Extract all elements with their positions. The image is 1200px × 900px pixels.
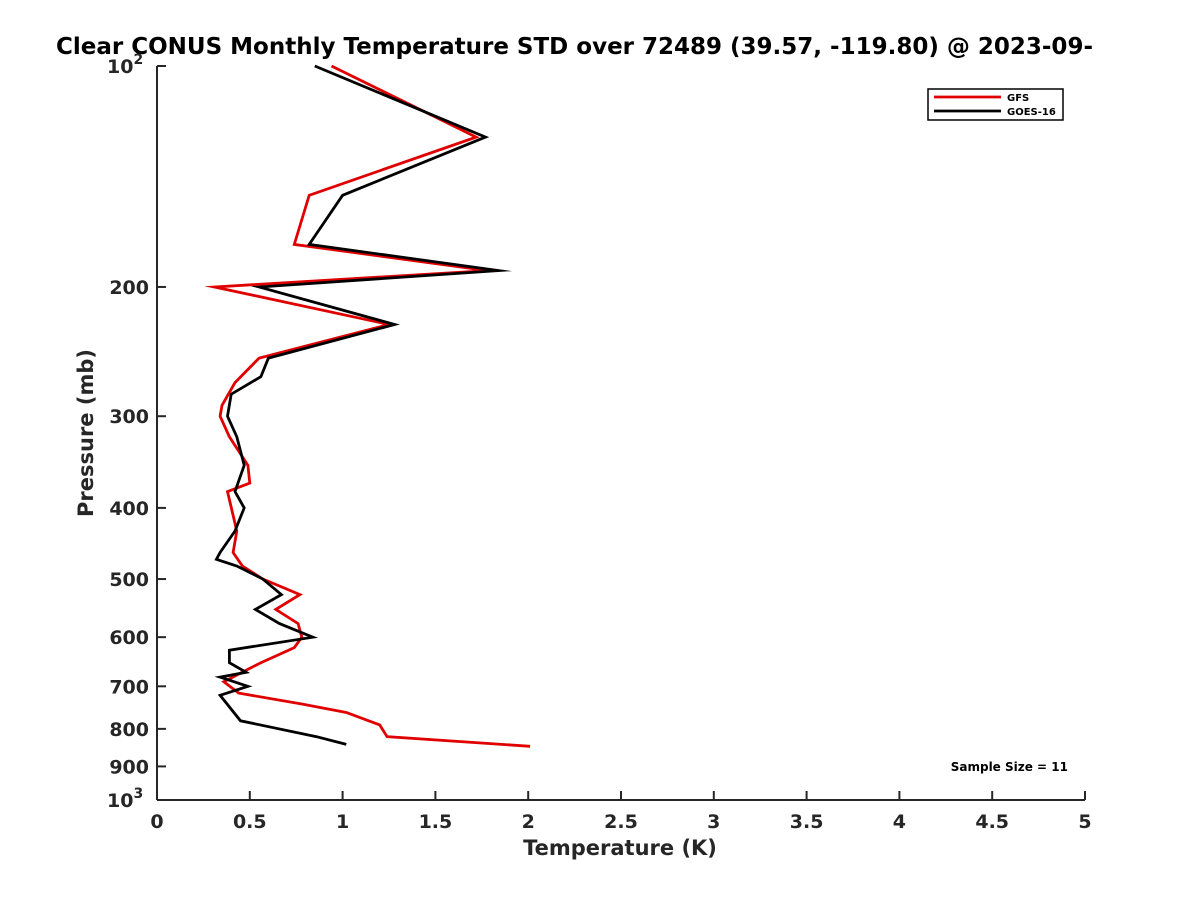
x-tick-label: 2 bbox=[522, 811, 535, 833]
y-tick-label: 300 bbox=[109, 406, 149, 428]
x-tick-label: 0 bbox=[150, 811, 163, 833]
x-tick-label: 5 bbox=[1078, 811, 1091, 833]
y-tick-label: 500 bbox=[109, 569, 149, 591]
y-tick-label: 102 bbox=[107, 52, 143, 78]
legend-label: GOES-16 bbox=[1007, 107, 1056, 118]
legend: GFS GOES-16 bbox=[927, 88, 1064, 121]
series-line-goes-16 bbox=[214, 64, 513, 746]
x-tick-label: 3.5 bbox=[790, 811, 824, 833]
y-tick-label: 200 bbox=[109, 277, 149, 299]
x-tick-label: 1 bbox=[336, 811, 349, 833]
x-tick-label: 4 bbox=[893, 811, 906, 833]
x-axis-title: Temperature (K) bbox=[523, 836, 717, 860]
x-tick-label: 1.5 bbox=[419, 811, 453, 833]
y-tick-label: 103 bbox=[107, 786, 143, 812]
y-tick-label: 400 bbox=[109, 498, 149, 520]
x-tick-label: 0.5 bbox=[233, 811, 267, 833]
legend-label: GFS bbox=[1007, 93, 1029, 104]
legend-box bbox=[927, 88, 1064, 121]
x-tick-label: 4.5 bbox=[975, 811, 1009, 833]
axes: 0 0.5 1 1.5 2 2.5 3 3.5 4 4.5 5 102 200 300 400 500 600 7… bbox=[107, 52, 1092, 833]
chart-title: Clear CONUS Monthly Temperature STD over… bbox=[56, 34, 1093, 60]
x-tick-label: 3 bbox=[707, 811, 720, 833]
y-tick-label: 700 bbox=[109, 676, 149, 698]
series-layer bbox=[204, 64, 531, 748]
sample-size-annotation: Sample Size = 11 bbox=[951, 760, 1068, 774]
x-tick-label: 2.5 bbox=[604, 811, 638, 833]
y-axis-title: Pressure (mb) bbox=[74, 349, 98, 517]
y-tick-label: 600 bbox=[109, 627, 149, 649]
y-tick-label: 800 bbox=[109, 719, 149, 741]
y-tick-label: 900 bbox=[109, 756, 149, 778]
